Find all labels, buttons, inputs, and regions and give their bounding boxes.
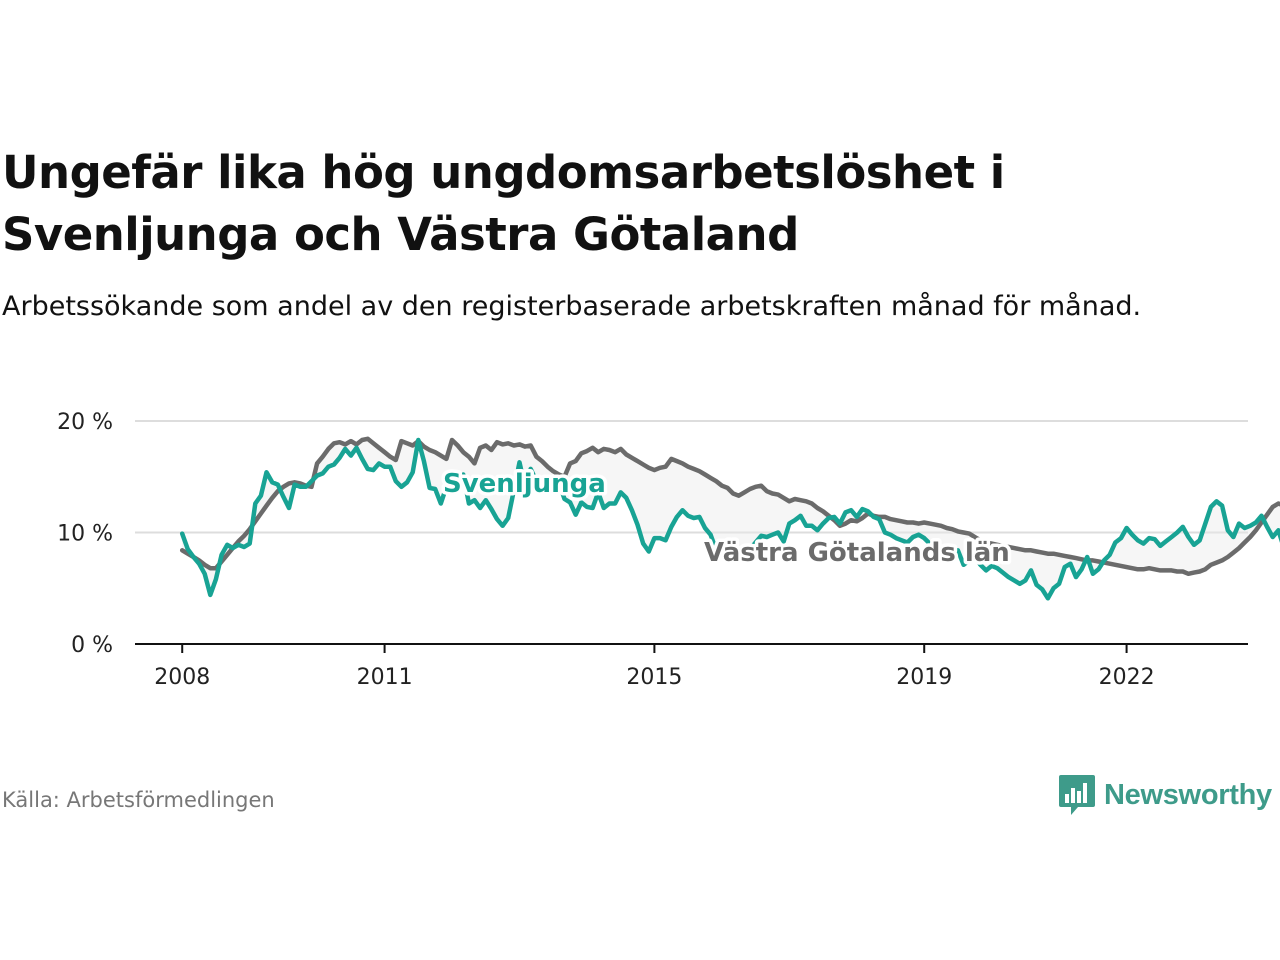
series-label-svenljunga: Svenljunga <box>443 469 606 499</box>
y-tick-label-10: 10 % <box>57 522 113 547</box>
x-tick-label-2019: 2019 <box>896 665 952 690</box>
y-axis-tick-labels: 0 % 10 % 20 % <box>57 410 113 658</box>
chart-title: Ungefär lika hög ungdomsarbetslöshet i S… <box>2 146 1005 261</box>
x-tick-label-2008: 2008 <box>154 665 210 690</box>
series-line-svenljunga <box>179 437 1280 601</box>
difference-band <box>182 438 1280 599</box>
brand-name: Newsworthy <box>1104 778 1272 811</box>
series-label-vastra-gotaland: Västra Götalands län <box>704 538 1010 568</box>
newsworthy-logo: Newsworthy <box>1058 773 1272 817</box>
line-chart: 0 % 10 % 20 % 2008 2011 2015 2019 2022 Svenlju… <box>57 410 1280 690</box>
source-note: Källa: Arbetsförmedlingen <box>2 788 275 812</box>
x-axis-ticks: 2008 2011 2015 2019 2022 <box>154 644 1155 690</box>
series-line-vastra-gotaland <box>179 436 1280 577</box>
y-tick-label-20: 20 % <box>57 410 113 435</box>
bar-chart-speech-bubble-icon <box>1059 775 1095 815</box>
grid-lines <box>135 420 1248 534</box>
series-lines <box>179 436 1280 601</box>
y-tick-label-0: 0 % <box>71 633 113 658</box>
x-tick-label-2015: 2015 <box>626 665 682 690</box>
x-tick-label-2011: 2011 <box>357 665 413 690</box>
x-tick-label-2022: 2022 <box>1099 665 1155 690</box>
chart-subtitle: Arbetssökande som andel av den registerb… <box>2 291 1142 322</box>
